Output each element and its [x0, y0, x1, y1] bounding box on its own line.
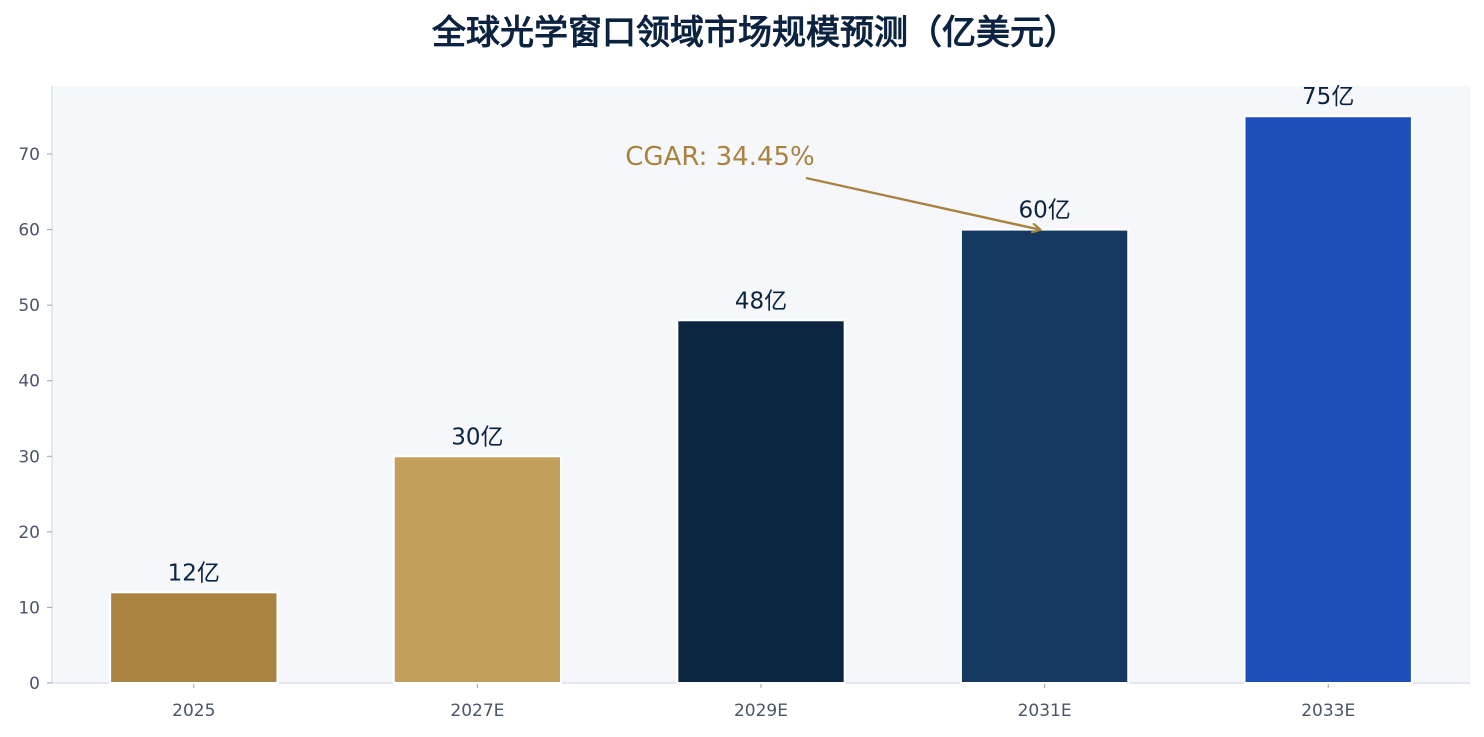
- y-tick-label: 20: [18, 523, 40, 543]
- y-tick-label: 50: [18, 296, 40, 316]
- y-tick-label: 0: [29, 674, 40, 694]
- data-label: 30亿: [451, 424, 503, 450]
- x-axis: 2025 2027E 2029E 2031E 2033E: [52, 682, 1470, 721]
- data-label: 48亿: [735, 288, 787, 314]
- bar: [1243, 115, 1413, 685]
- y-tick-label: 30: [18, 447, 40, 467]
- y-tick-label: 40: [18, 372, 40, 392]
- data-label: 60亿: [1018, 198, 1070, 224]
- y-tick-label: 60: [18, 221, 40, 241]
- bar: [959, 228, 1130, 684]
- x-tick-label: 2033E: [1301, 701, 1355, 721]
- y-axis: 0 10 20 30 40 50 60 70: [18, 86, 53, 694]
- x-tick-label: 2029E: [734, 701, 788, 721]
- cagr-annotation: CGAR: 34.45%: [625, 142, 1039, 230]
- chart-title: 全球光学窗口领域市场规模预测（亿美元）: [431, 13, 1078, 53]
- x-tick-label: 2031E: [1018, 701, 1072, 721]
- bar: [676, 319, 846, 684]
- y-tick-label: 70: [18, 145, 40, 165]
- bar: [109, 591, 279, 685]
- x-tick-label: 2025: [172, 701, 215, 721]
- annotation-text: CGAR: 34.45%: [625, 142, 815, 172]
- data-label: 12亿: [168, 560, 220, 586]
- annotation-arrow: [805, 176, 1040, 230]
- x-tick-label: 2027E: [450, 701, 504, 721]
- y-tick-label: 10: [18, 598, 40, 618]
- data-labels: 12亿 30亿 48亿 60亿 75亿: [168, 84, 1355, 586]
- bar: [392, 455, 563, 684]
- bars: [109, 115, 1413, 685]
- data-label: 75亿: [1302, 84, 1354, 110]
